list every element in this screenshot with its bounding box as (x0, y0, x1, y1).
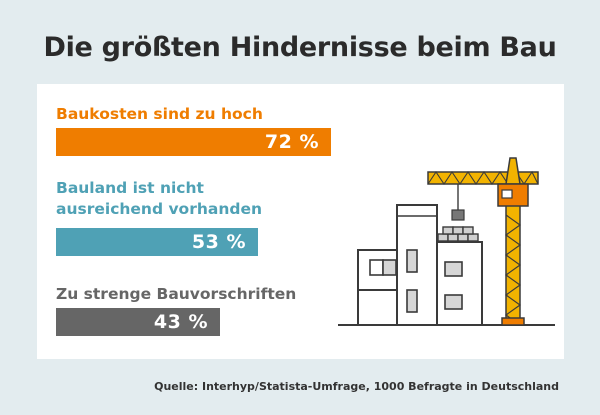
bar-value-label: 72 % (264, 131, 319, 153)
bar: 72 % (56, 128, 331, 156)
category-label-line: Zu strenge Bauvorschriften (56, 285, 297, 303)
bar-value-label: 43 % (153, 311, 208, 333)
category-label: Zu strenge Bauvorschriften (56, 284, 296, 305)
category-label: Baukosten sind zu hoch (56, 104, 263, 125)
page-title: Die größten Hindernisse beim Bau (43, 32, 557, 63)
category-label-line: ausreichend vorhanden (56, 200, 263, 218)
bar: 43 % (56, 308, 220, 336)
category-label: Bauland ist nicht ausreichend vorhanden (56, 178, 262, 220)
category-label-line: Bauland ist nicht (56, 179, 204, 197)
source-note: Quelle: Interhyp/Statista-Umfrage, 1000 … (154, 380, 559, 393)
category-label-line: Baukosten sind zu hoch (56, 105, 263, 123)
bar: 53 % (56, 228, 258, 256)
bar-value-label: 53 % (191, 231, 246, 253)
construction-site-crane-icon (338, 157, 555, 326)
